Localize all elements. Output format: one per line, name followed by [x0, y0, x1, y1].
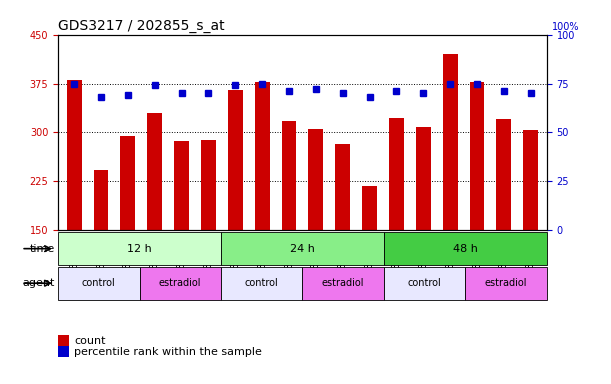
Bar	[67, 80, 81, 328]
Bar	[466, 267, 547, 300]
Text: count: count	[74, 336, 106, 346]
Bar	[282, 121, 296, 328]
Bar	[384, 267, 466, 300]
Bar	[120, 136, 135, 328]
Bar	[302, 267, 384, 300]
Bar	[443, 54, 458, 328]
Text: control: control	[408, 278, 442, 288]
Bar	[221, 267, 302, 300]
Text: GDS3217 / 202855_s_at: GDS3217 / 202855_s_at	[58, 19, 225, 33]
Bar	[221, 232, 384, 265]
Text: estradiol: estradiol	[485, 278, 527, 288]
Bar	[58, 267, 139, 300]
Bar	[497, 119, 511, 328]
Bar	[201, 140, 216, 328]
Bar	[174, 141, 189, 328]
Text: control: control	[245, 278, 279, 288]
Text: control: control	[82, 278, 115, 288]
Bar	[228, 90, 243, 328]
Text: time: time	[30, 243, 55, 254]
Bar	[389, 118, 404, 328]
Bar	[309, 129, 323, 328]
Bar	[524, 130, 538, 328]
Bar	[384, 232, 547, 265]
Text: percentile rank within the sample: percentile rank within the sample	[74, 347, 262, 357]
Bar	[93, 170, 108, 328]
Text: 100%: 100%	[552, 22, 580, 32]
Bar	[255, 81, 269, 328]
Bar	[58, 232, 221, 265]
Text: estradiol: estradiol	[159, 278, 202, 288]
Bar	[335, 144, 350, 328]
Bar	[147, 113, 162, 328]
Text: 24 h: 24 h	[290, 243, 315, 254]
Bar	[139, 267, 221, 300]
Bar	[362, 186, 377, 328]
Bar	[470, 81, 485, 328]
Text: 48 h: 48 h	[453, 243, 478, 254]
Text: agent: agent	[23, 278, 55, 288]
Text: estradiol: estradiol	[322, 278, 364, 288]
Bar	[416, 127, 431, 328]
Text: 12 h: 12 h	[127, 243, 152, 254]
